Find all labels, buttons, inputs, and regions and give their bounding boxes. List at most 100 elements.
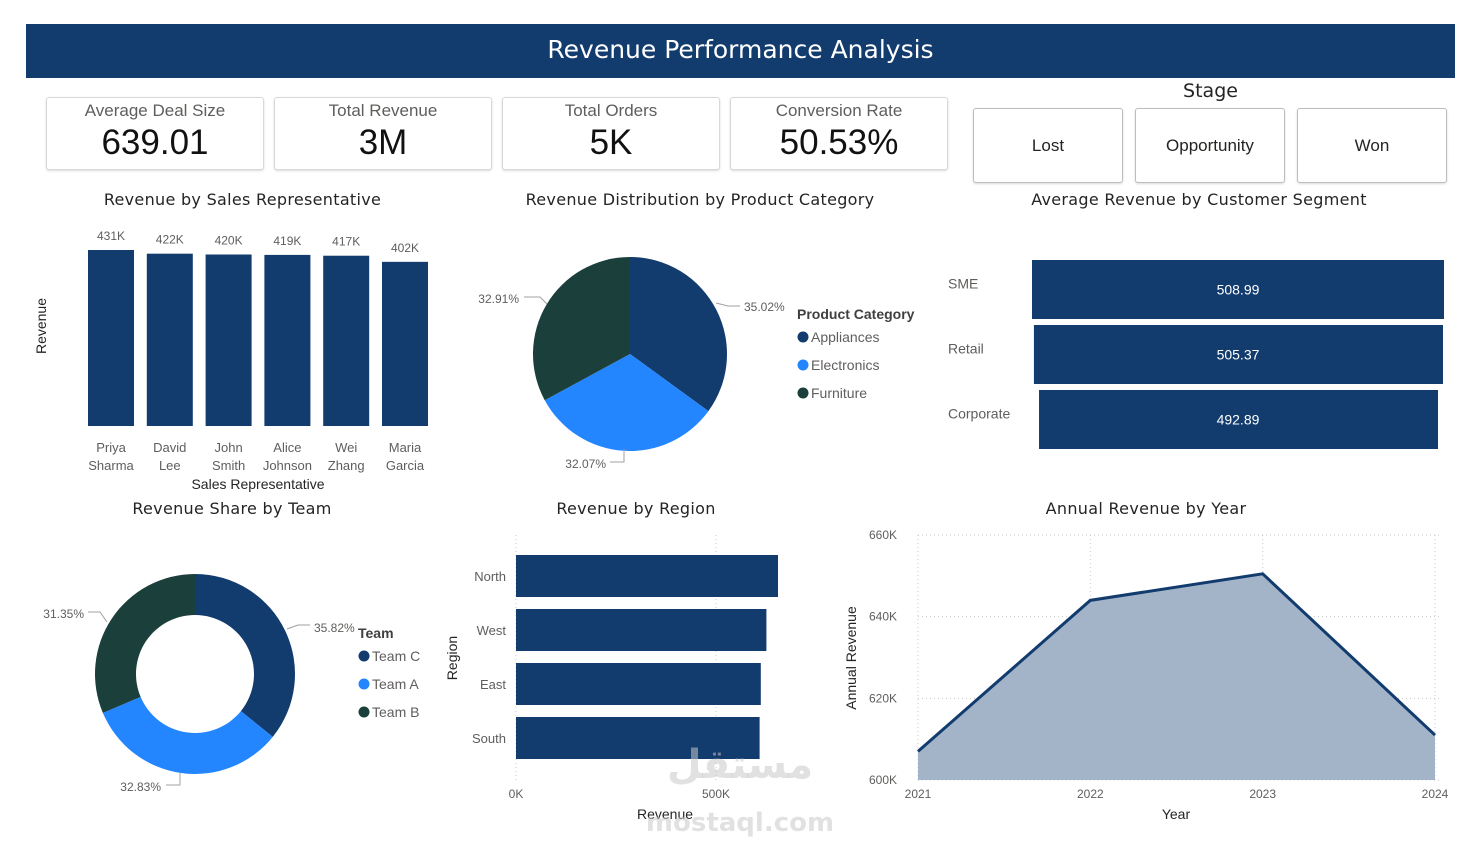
y-tick-label-3: 660K: [869, 528, 897, 542]
bar-1: [516, 609, 767, 651]
series-line: [917, 572, 1437, 753]
data-label-4: 417K: [332, 235, 360, 249]
x-tick-label-1: 500K: [702, 787, 730, 801]
bar-1: [1033, 325, 1443, 384]
kpi-label: Total Revenue: [328, 101, 438, 120]
legend-marker-1: [797, 359, 809, 371]
data-label-3: 419K: [273, 234, 301, 248]
y-tick-label-0: 600K: [869, 773, 897, 787]
y-tick-label-1: 620K: [869, 691, 897, 705]
slice-label-0: 35.82%: [314, 621, 355, 635]
chart-title-region: Revenue by Region: [556, 499, 716, 518]
slice-team-a: [102, 696, 273, 774]
y-tick-label-2: Corporate: [948, 406, 1010, 422]
legend-label-1: Electronics: [811, 357, 879, 373]
slice-label-1: 32.07%: [565, 457, 606, 471]
legend-marker-2: [358, 706, 370, 718]
kpi-label: Conversion Rate: [775, 101, 903, 120]
stage-option-opportunity[interactable]: Opportunity: [1135, 108, 1285, 183]
x-tick-label-5: Maria: [389, 440, 422, 455]
chart-title-customer-segment: Average Revenue by Customer Segment: [1031, 190, 1367, 209]
chart-title-sales-rep: Revenue by Sales Representative: [103, 190, 382, 209]
slice-appliances: [630, 257, 727, 412]
chart-sales-rep: 431K Priya Sharma 422K David Lee 420K John Smith…: [33, 229, 428, 492]
x-tick-label-0: 0K: [509, 787, 524, 801]
x-tick-label-1: David: [153, 440, 186, 455]
bar-4: [323, 255, 370, 426]
y-tick-label-0: SME: [948, 276, 978, 292]
x-tick-label-3: 2024: [1422, 787, 1449, 801]
legend-title: Team: [358, 625, 394, 641]
kpi-value: 3M: [358, 123, 408, 162]
data-label-1: 422K: [156, 233, 184, 247]
x-tick-label-1: 2022: [1077, 787, 1104, 801]
leader-line-2: [88, 611, 108, 623]
leader-line-2: [524, 296, 548, 305]
leader-line-0: [715, 302, 740, 307]
bar-0: [1032, 260, 1444, 319]
bar-0: [88, 250, 134, 426]
legend-label-1: Team A: [372, 676, 419, 692]
bar-1: [146, 253, 193, 426]
kpi-card-conversion-rate: Conversion Rate 50.53%: [730, 97, 948, 170]
slice-electronics: [544, 354, 709, 451]
chart-team-share: 35.82% 32.83% 31.35% Team Team C Team A Team B: [43, 574, 420, 794]
data-label-2: 492.89: [1217, 412, 1260, 428]
y-tick-label-0: North: [474, 569, 506, 584]
x-tick-label-5-line2: Garcia: [386, 458, 425, 473]
stage-slicer-title: Stage: [1183, 80, 1238, 102]
y-tick-label-1: West: [477, 623, 507, 638]
x-tick-label-1-line2: Lee: [159, 458, 181, 473]
chart-region: 0K 500K North West East South Revenue Region: [444, 535, 778, 822]
chart-title-team: Revenue Share by Team: [132, 499, 332, 518]
legend-label-0: Appliances: [811, 329, 880, 345]
x-axis-title: Sales Representative: [191, 476, 324, 492]
y-axis-title: Revenue: [33, 298, 49, 354]
x-tick-label-4-line2: Zhang: [328, 458, 365, 473]
slice-team-c: [195, 574, 295, 737]
legend-label-2: Team B: [372, 704, 419, 720]
slice-label-2: 32.91%: [478, 292, 519, 306]
x-tick-label-0-line2: Sharma: [88, 458, 134, 473]
legend-label-2: Furniture: [811, 385, 867, 401]
y-tick-label-3: South: [472, 731, 506, 746]
bar-2: [205, 254, 252, 426]
bar-5: [382, 261, 428, 426]
chart-annual-revenue: 600K 620K 640K 660K 2021 2022 2023 2024 Year Annu…: [843, 528, 1449, 822]
bar-2: [516, 663, 761, 705]
legend-label-0: Team C: [372, 648, 420, 664]
stage-option-lost[interactable]: Lost: [973, 108, 1123, 183]
chart-product-category: 35.02% 32.07% 32.91% Product Category Applia…: [478, 257, 915, 471]
x-tick-label-0: 2021: [905, 787, 932, 801]
leader-line-1: [166, 773, 181, 786]
x-tick-label-4: Wei: [335, 440, 357, 455]
legend-title: Product Category: [797, 306, 915, 322]
kpi-value: 5K: [589, 123, 633, 162]
watermark-logo: مستقل: [666, 742, 814, 788]
data-label-1: 505.37: [1217, 347, 1260, 363]
legend-marker-0: [358, 650, 370, 662]
x-tick-label-3-line2: Johnson: [263, 458, 312, 473]
data-label-5: 402K: [391, 241, 419, 255]
y-tick-label-2: East: [480, 677, 506, 692]
slice-team-b: [94, 574, 195, 713]
slice-label-1: 32.83%: [120, 780, 161, 794]
stage-option-won[interactable]: Won: [1297, 108, 1447, 183]
chart-customer-segment: 508.99 SME 505.37 Retail 492.89 Corporate: [948, 260, 1444, 449]
kpi-label: Average Deal Size: [84, 101, 226, 120]
chart-title-product-category: Revenue Distribution by Product Category: [525, 190, 875, 209]
bar-3: [264, 254, 311, 426]
slice-furniture: [533, 257, 630, 401]
bar-2: [1039, 390, 1438, 449]
y-axis-title: Region: [444, 636, 460, 680]
x-tick-label-2: 2023: [1249, 787, 1276, 801]
x-axis-title: Revenue: [637, 806, 693, 822]
kpi-value: 639.01: [101, 123, 209, 162]
x-tick-label-3: Alice: [273, 440, 301, 455]
bar-0: [516, 555, 778, 597]
bar-3: [516, 717, 760, 759]
leader-line-1: [610, 449, 625, 463]
watermark-url: mostaql.com: [645, 808, 835, 838]
y-tick-label-1: Retail: [948, 341, 984, 357]
